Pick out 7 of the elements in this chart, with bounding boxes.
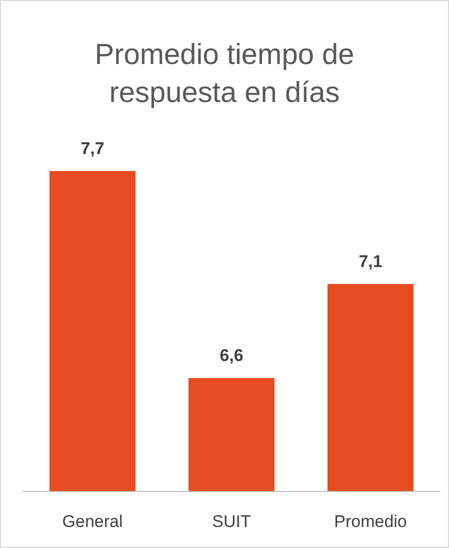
data-label: 7,7 <box>80 139 104 158</box>
data-label: 7,1 <box>358 252 382 271</box>
chart-title: Promedio tiempo de respuesta en días <box>94 39 354 109</box>
x-tick-label: General <box>62 512 123 531</box>
x-tick-label: Promedio <box>334 512 407 531</box>
x-tick-label: SUIT <box>212 512 251 531</box>
data-label: 6,6 <box>220 346 244 366</box>
